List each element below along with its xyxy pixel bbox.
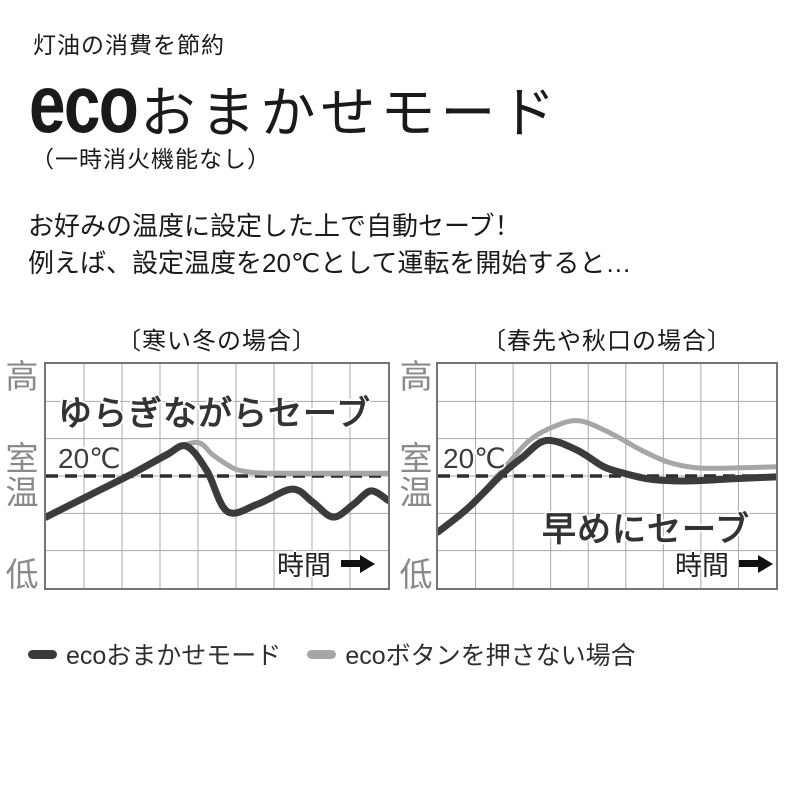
- title-japanese: おまかせモード: [140, 82, 561, 144]
- legend-item-no-eco-button: ecoボタンを押さない場合: [307, 636, 636, 672]
- chart-winter: ゆらぎながらセーブ 20℃ 時間: [44, 362, 390, 590]
- time-arrow-right-icon: [739, 554, 773, 573]
- y-label-room-temp: 室温: [399, 440, 433, 511]
- time-text: 時間: [277, 551, 331, 581]
- body-line-2: 例えば、設定温度を20℃として運転を開始すると…: [28, 248, 632, 278]
- chart-title-spring-autumn: 〔春先や秋口の場合〕: [482, 328, 732, 355]
- setpoint-label: 20℃: [443, 443, 506, 474]
- kicker-text: 灯油の消費を節約: [33, 32, 225, 58]
- page-title: eco おまかせモード: [29, 58, 560, 152]
- y-label-high: 高: [399, 358, 433, 395]
- chart-canvas: [438, 364, 776, 588]
- body-line-1: お好みの温度に設定した上で自動セーブ！: [28, 211, 521, 241]
- y-label-high: 高: [5, 358, 39, 395]
- chart-legend: ecoおまかせモード ecoボタンを押さない場合: [28, 636, 636, 672]
- legend-item-eco-mode: ecoおまかせモード: [28, 636, 281, 672]
- setpoint-label: 20℃: [58, 443, 121, 474]
- legend-label-eco-mode: ecoおまかせモード: [66, 642, 282, 670]
- subtitle-note: （一時消火機能なし）: [31, 146, 271, 172]
- y-label-room-temp: 室温: [5, 440, 39, 511]
- series-line: [438, 436, 776, 536]
- body-text: お好みの温度に設定した上で自動セーブ！ 例えば、設定温度を20℃として運転を開始…: [28, 208, 631, 282]
- y-axis-labels-winter: 高 室温 低: [4, 360, 40, 592]
- legend-label-no-eco-button: ecoボタンを押さない場合: [345, 642, 636, 670]
- chart-title-winter: 〔寒い冬の場合〕: [117, 328, 317, 355]
- legend-swatch-normal-line: [307, 649, 337, 659]
- annotation-early-save: 早めにセーブ: [542, 511, 750, 549]
- time-arrow-right-icon: [341, 554, 375, 573]
- series-line: [46, 442, 388, 521]
- chart-canvas: [46, 364, 388, 588]
- x-axis-time-label: 時間: [277, 544, 375, 583]
- y-label-low: 低: [399, 556, 433, 593]
- chart-spring-autumn: 早めにセーブ 20℃ 時間: [436, 362, 778, 590]
- x-axis-time-label: 時間: [675, 544, 773, 583]
- legend-swatch-eco-line: [28, 649, 57, 659]
- annotation-fluctuating-save: ゆらぎながらセーブ: [58, 395, 371, 433]
- y-label-low: 低: [5, 556, 39, 593]
- y-axis-labels-spring: 高 室温 低: [398, 360, 434, 592]
- time-text: 時間: [675, 551, 729, 581]
- title-latin-eco: eco: [29, 59, 139, 150]
